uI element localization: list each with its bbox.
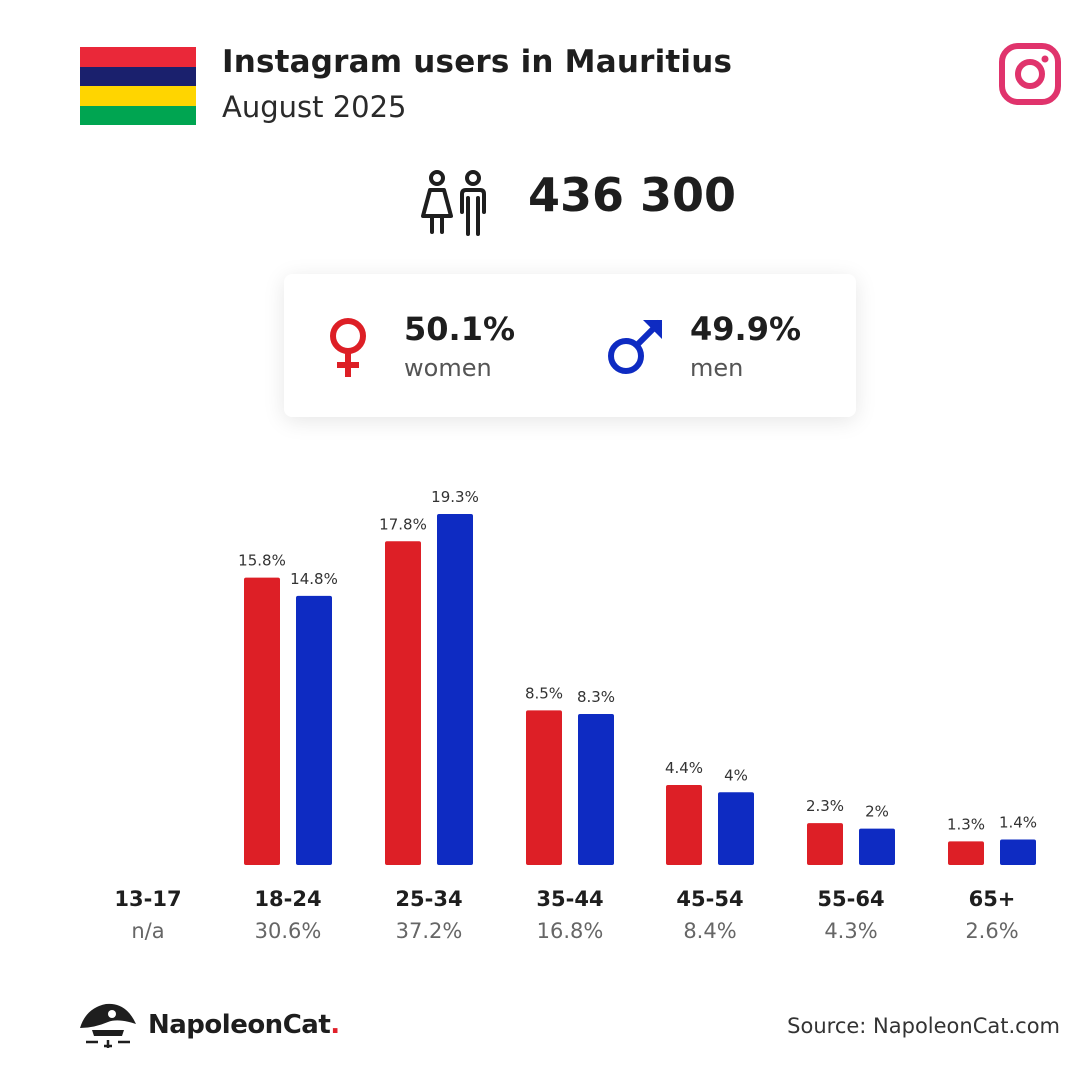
bar-men-35-44	[578, 714, 614, 865]
category-label-25-34: 25-34	[395, 887, 462, 911]
bar-women-65+	[948, 841, 984, 865]
bar-label-women-55-64: 2.3%	[806, 797, 844, 815]
bar-men-65+	[1000, 839, 1036, 865]
bar-women-18-24	[244, 577, 280, 865]
bar-men-45-54	[718, 792, 754, 865]
bar-men-25-34	[437, 514, 473, 865]
female-symbol-icon	[330, 318, 366, 377]
flag-stripe-blue	[80, 66, 196, 86]
brand-dot: .	[330, 1010, 340, 1040]
category-label-13-17: 13-17	[114, 887, 181, 911]
total-users: 436 300	[528, 168, 737, 222]
category-total-18-24: 30.6%	[255, 919, 322, 943]
bar-label-men-35-44: 8.3%	[577, 688, 615, 706]
category-total-55-64: 4.3%	[824, 919, 877, 943]
bar-label-men-55-64: 2%	[865, 803, 889, 821]
bar-women-35-44	[526, 710, 562, 865]
bar-men-18-24	[296, 595, 332, 865]
gender-card: 50.1% women 49.9% men	[284, 274, 856, 417]
category-label-55-64: 55-64	[817, 887, 884, 911]
brand-name: NapoleonCat.	[148, 1010, 340, 1040]
flag-stripe-green	[80, 105, 196, 125]
instagram-icon	[999, 43, 1061, 105]
category-total-45-54: 8.4%	[683, 919, 736, 943]
bar-women-25-34	[385, 541, 421, 865]
male-symbol-icon	[608, 319, 663, 374]
page-subtitle: August 2025	[222, 90, 407, 124]
category-total-13-17: n/a	[131, 919, 164, 943]
people-icon	[421, 170, 486, 236]
flag-stripe-red	[80, 47, 196, 67]
brand-text: NapoleonCat	[148, 1010, 331, 1040]
flag-stripe-yellow	[80, 86, 196, 106]
bar-men-55-64	[859, 828, 895, 865]
bar-label-women-35-44: 8.5%	[525, 684, 563, 702]
women-percent: 50.1%	[404, 310, 516, 348]
bar-label-women-45-54: 4.4%	[665, 759, 703, 777]
category-label-18-24: 18-24	[254, 887, 321, 911]
category-label-35-44: 35-44	[536, 887, 603, 911]
bar-label-women-25-34: 17.8%	[379, 515, 427, 533]
category-label-45-54: 45-54	[676, 887, 743, 911]
men-label: men	[690, 354, 744, 382]
page-title: Instagram users in Mauritius	[222, 44, 733, 80]
bar-women-55-64	[807, 823, 843, 865]
bar-label-women-18-24: 15.8%	[238, 552, 286, 570]
women-label: women	[404, 354, 492, 382]
category-total-35-44: 16.8%	[537, 919, 604, 943]
source-note: Source: NapoleonCat.com	[787, 1014, 1060, 1038]
men-percent: 49.9%	[690, 310, 802, 348]
bar-women-45-54	[666, 784, 702, 865]
bar-label-men-65+: 1.4%	[999, 814, 1037, 832]
category-label-65+: 65+	[969, 887, 1016, 911]
bar-label-men-25-34: 19.3%	[431, 488, 479, 506]
bar-label-women-65+: 1.3%	[947, 815, 985, 833]
bar-label-men-45-54: 4%	[724, 766, 748, 784]
category-total-65+: 2.6%	[965, 919, 1018, 943]
napoleoncat-logo-icon	[80, 1003, 136, 1048]
category-total-25-34: 37.2%	[396, 919, 463, 943]
bar-label-men-18-24: 14.8%	[290, 570, 338, 588]
mauritius-flag	[80, 47, 196, 125]
